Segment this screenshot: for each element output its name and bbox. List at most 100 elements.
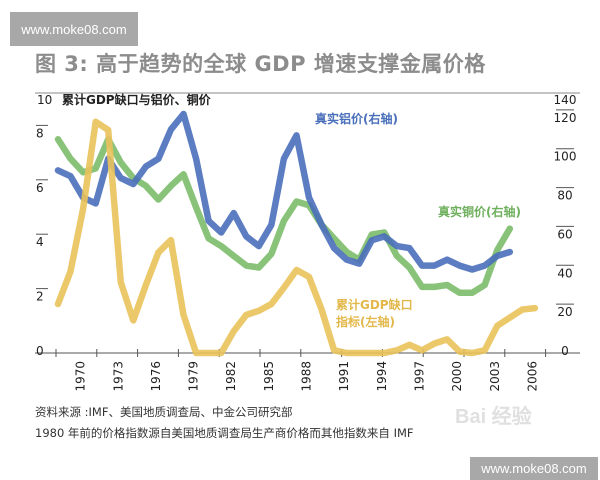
data-point-aluminum <box>57 169 59 171</box>
right-tick-label: 80 <box>557 189 572 203</box>
data-point-aluminum <box>220 232 222 234</box>
right-axis-top-label: 140 <box>554 93 577 107</box>
data-point-gdp-gap <box>509 317 511 319</box>
data-point-aluminum <box>371 239 373 241</box>
data-point-aluminum <box>434 265 435 267</box>
left-tick-label: 0 <box>36 344 44 358</box>
data-point-aluminum <box>484 265 486 267</box>
data-point-copper <box>95 167 97 169</box>
data-point-copper <box>371 233 373 235</box>
data-point-copper <box>446 284 448 286</box>
data-point-gdp-gap <box>434 342 435 344</box>
data-point-gdp-gap <box>245 314 247 316</box>
data-point-aluminum <box>295 134 297 136</box>
data-point-copper <box>471 292 473 294</box>
data-point-aluminum <box>408 247 410 249</box>
legend-gdp-gap-line2: 指标(左轴) <box>336 314 395 329</box>
watermark-top: www.moke08.com <box>10 12 138 46</box>
left-tick-label: 8 <box>36 126 44 140</box>
data-point-copper <box>396 255 398 257</box>
data-point-gdp-gap <box>258 310 260 312</box>
data-point-gdp-gap <box>484 349 486 351</box>
data-point-gdp-gap <box>107 129 109 131</box>
x-tick-label: 1988 <box>300 361 314 392</box>
series-line-gdp-gap <box>54 118 539 357</box>
x-tick-label: 1997 <box>412 361 426 392</box>
data-point-aluminum <box>157 158 159 160</box>
data-point-copper <box>145 185 147 187</box>
data-point-gdp-gap <box>295 269 297 271</box>
legend-gdp-gap-line1: 累计GDP缺口 <box>336 297 413 312</box>
data-point-gdp-gap <box>57 303 59 305</box>
right-tick-label: 0 <box>561 344 569 358</box>
x-tick-label: 1979 <box>187 361 201 392</box>
data-point-gdp-gap <box>220 352 222 354</box>
data-point-copper <box>245 265 247 267</box>
data-point-copper <box>82 171 84 173</box>
data-point-copper <box>195 206 197 208</box>
data-point-copper <box>295 200 297 202</box>
x-tick-label: 1985 <box>262 361 276 392</box>
data-point-gdp-gap <box>396 349 398 351</box>
x-tick-label: 2006 <box>525 361 539 392</box>
data-point-gdp-gap <box>521 308 523 310</box>
data-point-gdp-gap <box>408 344 410 346</box>
data-point-copper <box>484 284 486 286</box>
data-point-aluminum <box>195 158 197 160</box>
data-point-aluminum <box>145 165 147 167</box>
data-point-gdp-gap <box>471 352 473 354</box>
data-point-gdp-gap <box>132 319 134 321</box>
data-point-gdp-gap <box>270 303 272 305</box>
data-point-aluminum <box>321 224 323 226</box>
data-point-aluminum <box>308 197 310 199</box>
data-point-aluminum <box>509 251 511 253</box>
data-point-aluminum <box>333 247 335 249</box>
data-point-copper <box>459 292 461 294</box>
data-point-aluminum <box>258 245 260 247</box>
x-tick-label: 1982 <box>224 361 238 392</box>
x-tick-label: 1976 <box>149 361 163 392</box>
data-point-copper <box>183 173 184 175</box>
data-point-gdp-gap <box>346 352 348 354</box>
data-point-copper <box>233 255 235 257</box>
data-point-aluminum <box>132 183 134 185</box>
data-point-gdp-gap <box>383 352 385 354</box>
right-tick-label: 120 <box>554 111 577 125</box>
data-point-gdp-gap <box>208 352 210 354</box>
data-point-copper <box>57 138 59 140</box>
data-point-aluminum <box>70 175 72 177</box>
data-point-copper <box>383 232 385 234</box>
data-point-aluminum <box>95 202 97 204</box>
data-point-copper <box>346 251 348 253</box>
data-point-copper <box>170 185 172 187</box>
data-point-copper <box>270 253 272 255</box>
x-tick-label: 1994 <box>375 361 389 392</box>
left-tick-label: 2 <box>36 290 44 304</box>
data-point-aluminum <box>245 235 247 237</box>
data-point-aluminum <box>496 255 498 257</box>
data-point-aluminum <box>358 263 360 265</box>
data-point-gdp-gap <box>157 251 159 253</box>
x-tick-label: 1973 <box>111 361 125 392</box>
data-point-copper <box>283 220 285 222</box>
data-point-aluminum <box>183 113 184 115</box>
data-point-gdp-gap <box>534 307 536 309</box>
chart-title: 图 3: 高于趋势的全球 GDP 增速支撑金属价格 <box>35 52 486 76</box>
right-tick-label: 40 <box>557 266 572 280</box>
data-point-copper <box>434 286 435 288</box>
series-line-aluminum <box>54 110 514 273</box>
data-point-aluminum <box>459 265 461 267</box>
data-point-gdp-gap <box>333 349 335 351</box>
data-point-gdp-gap <box>308 276 310 278</box>
data-point-aluminum <box>233 212 235 214</box>
data-point-aluminum <box>446 259 448 261</box>
right-tick-label: 20 <box>557 305 572 319</box>
x-tick-label: 2003 <box>488 361 502 392</box>
baidu-watermark: Bai 经验 <box>455 406 532 428</box>
left-tick-label: 4 <box>36 235 44 249</box>
data-point-gdp-gap <box>496 325 498 327</box>
watermark-bottom: www.moke08.com <box>470 457 598 480</box>
chart-subtitle: 累计GDP缺口与铝价、铜价 <box>62 92 212 107</box>
right-tick-label: 60 <box>557 227 572 241</box>
data-point-copper <box>220 245 222 247</box>
